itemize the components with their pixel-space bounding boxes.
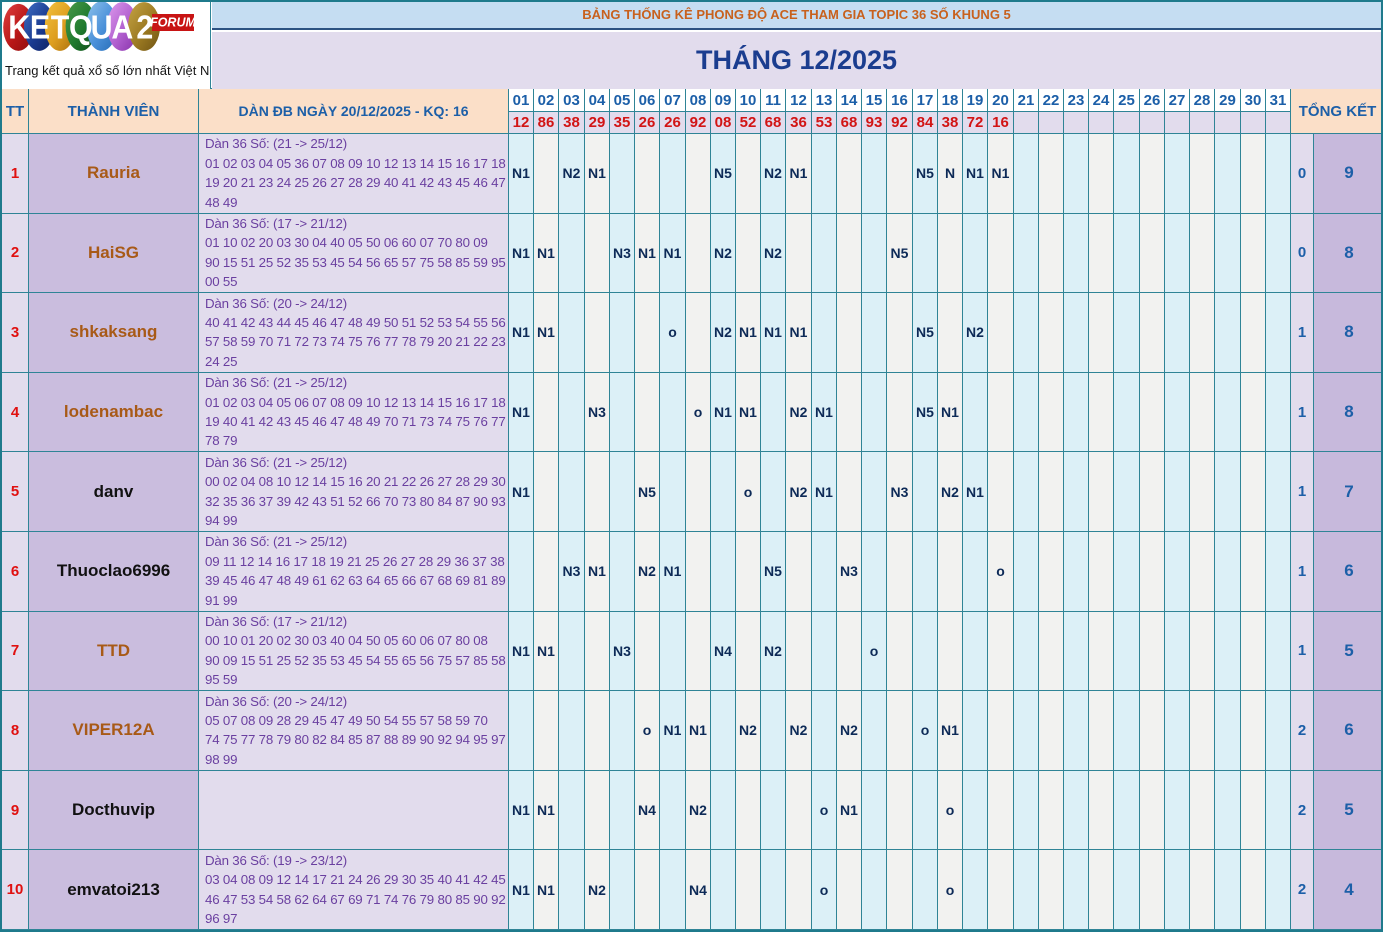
svg-text:U: U — [91, 8, 113, 45]
svg-text:Q: Q — [69, 8, 93, 45]
svg-text:FORUM: FORUM — [150, 16, 196, 30]
svg-text:K: K — [8, 8, 30, 45]
svg-text:T: T — [51, 8, 70, 45]
svg-text:E: E — [30, 8, 50, 45]
svg-text:A: A — [111, 8, 133, 45]
